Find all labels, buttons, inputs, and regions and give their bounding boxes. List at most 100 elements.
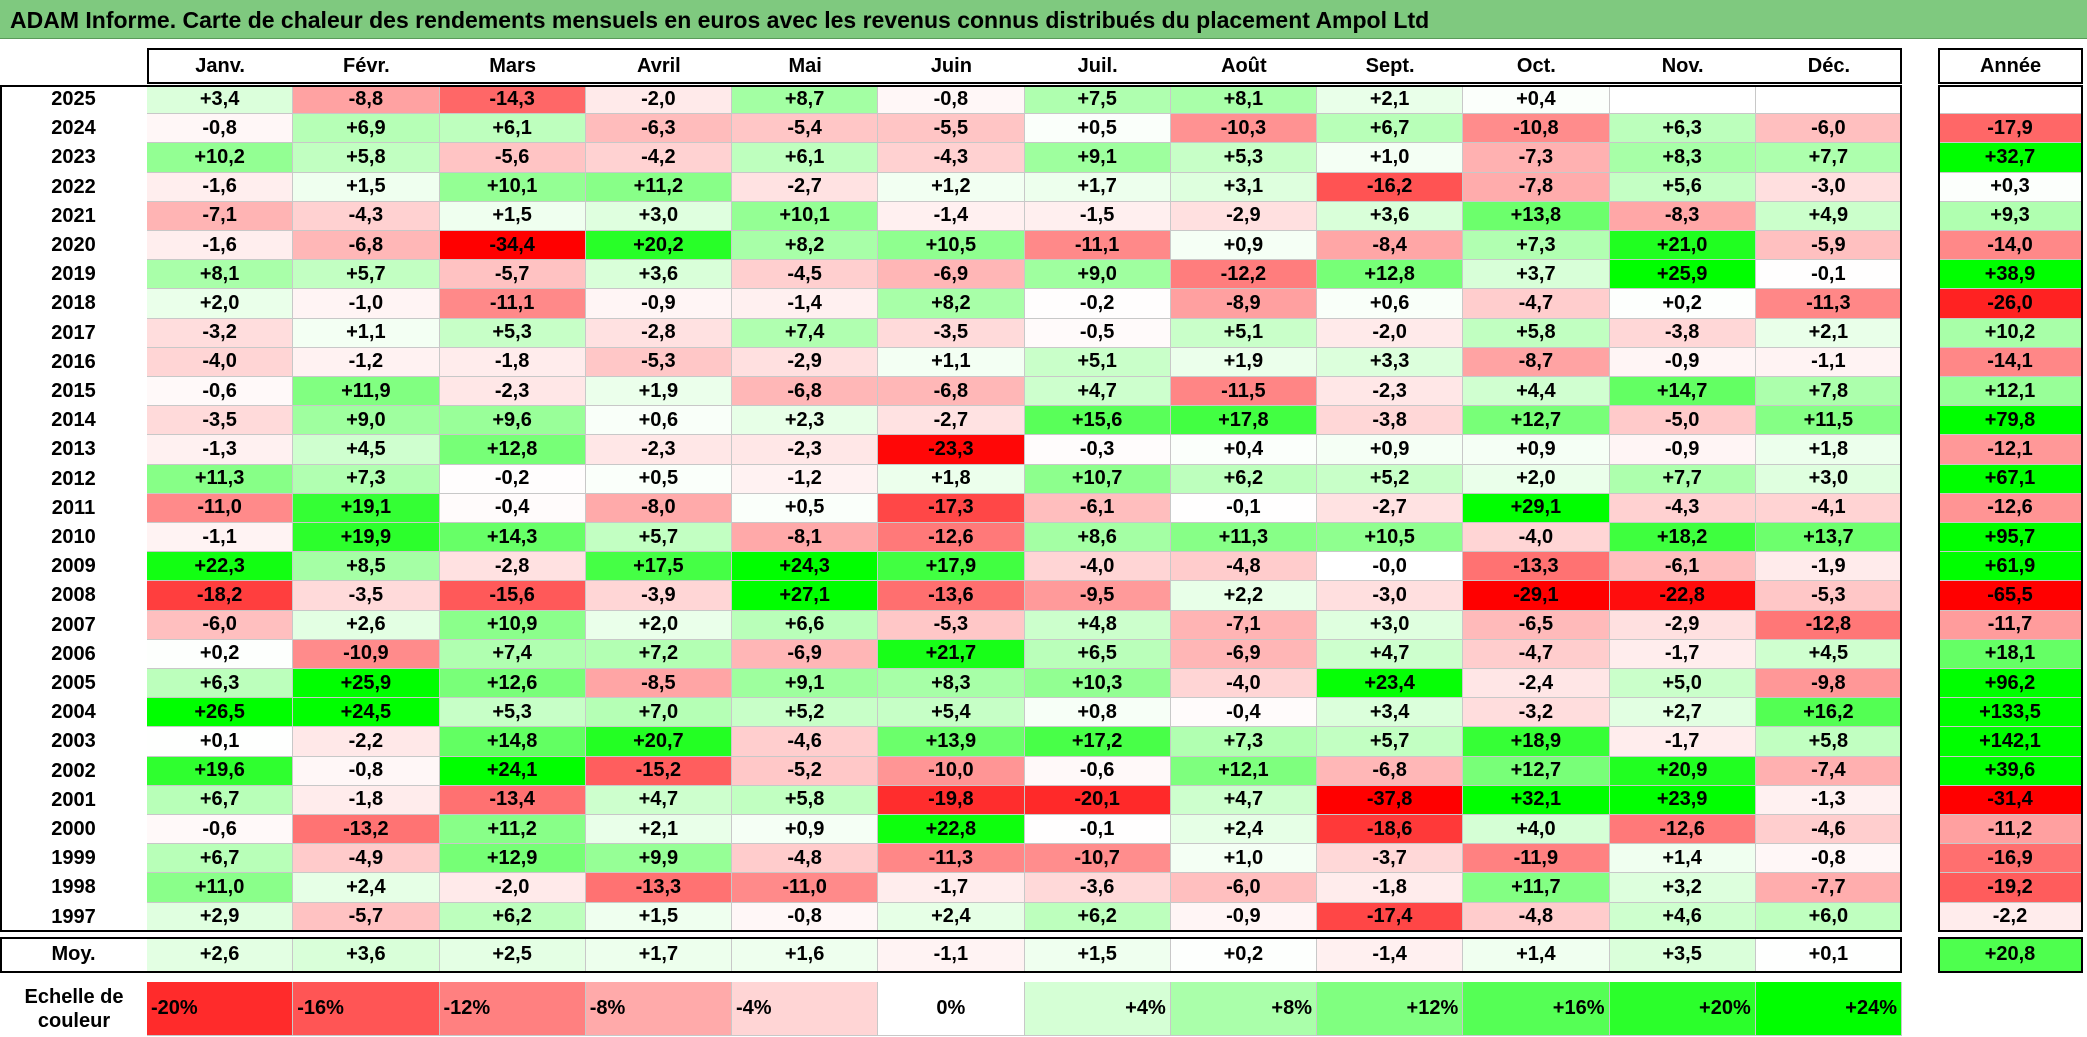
heatmap-cell: -1,7 <box>878 873 1025 903</box>
heatmap-cell: +27,1 <box>732 581 879 611</box>
heatmap-cell: -5,0 <box>1609 406 1756 436</box>
year-label: 2016 <box>51 350 96 373</box>
year-label: 2004 <box>51 701 96 724</box>
heatmap-cell: +5,8 <box>1755 727 1902 757</box>
heatmap-cell: +7,4 <box>732 318 879 348</box>
heatmap-cell: +9,0 <box>1024 260 1171 290</box>
year-label: 2018 <box>51 292 96 315</box>
heatmap-cell: +12,9 <box>439 844 586 874</box>
heatmap-cell: +1,0 <box>1317 143 1464 173</box>
heatmap-cell: +16,2 <box>1755 698 1902 728</box>
heatmap-cell: -6,9 <box>878 260 1025 290</box>
heatmap-cell: -0,6 <box>147 815 294 845</box>
title-bar: ADAM Informe. Carte de chaleur des rende… <box>0 0 2087 39</box>
heatmap-cell: +8,1 <box>1170 85 1317 115</box>
annual-cell: -2,2 <box>1938 902 2083 932</box>
heatmap-cell: -9,8 <box>1755 669 1902 699</box>
heatmap-cell: -11,1 <box>1024 231 1171 261</box>
year-label: 2013 <box>51 438 96 461</box>
annual-cell: -16,9 <box>1938 844 2083 874</box>
heatmap-cell: +8,6 <box>1024 523 1171 553</box>
heatmap-cell: -3,7 <box>1317 844 1464 874</box>
chart-title: ADAM Informe. Carte de chaleur des rende… <box>10 7 1430 33</box>
heatmap-cell: -2,7 <box>732 172 879 202</box>
heatmap-cell: +7,7 <box>1609 464 1756 494</box>
heatmap-cell: +11,9 <box>293 377 440 407</box>
annual-header: Année <box>1979 54 2042 77</box>
heatmap-cell: -1,4 <box>732 289 879 319</box>
heatmap-cell: -10,0 <box>878 756 1025 786</box>
heatmap-cell: -18,2 <box>147 581 294 611</box>
heatmap-cell: +7,0 <box>585 698 732 728</box>
month-header: Nov. <box>1661 54 1704 77</box>
heatmap-cell <box>1755 85 1902 115</box>
heatmap-cell: -0,4 <box>439 493 586 523</box>
annual-cell: -11,7 <box>1938 610 2083 640</box>
heatmap-cell: +0,5 <box>1024 114 1171 144</box>
heatmap-cell: +0,5 <box>585 464 732 494</box>
month-header: Janv. <box>195 54 245 77</box>
annual-cell: +9,3 <box>1938 201 2083 231</box>
heatmap-cell: +6,7 <box>147 785 294 815</box>
heatmap-cell: +1,1 <box>293 318 440 348</box>
heatmap-cell: -2,3 <box>1317 377 1464 407</box>
year-label: 2020 <box>51 234 96 257</box>
heatmap-cell: +19,1 <box>293 493 440 523</box>
average-cell: +3,6 <box>293 936 440 973</box>
heatmap-cell: -0,2 <box>439 464 586 494</box>
heatmap-cell: -3,2 <box>1463 698 1610 728</box>
annual-cell: +0,3 <box>1938 172 2083 202</box>
heatmap-cell: -3,5 <box>293 581 440 611</box>
year-label: 2006 <box>51 642 96 665</box>
heatmap-cell: +2,4 <box>878 902 1025 932</box>
heatmap-cell: +18,2 <box>1609 523 1756 553</box>
heatmap-cell: +20,2 <box>585 231 732 261</box>
heatmap-cell: -14,3 <box>439 85 586 115</box>
heatmap-cell: +29,1 <box>1463 493 1610 523</box>
heatmap-cell: +6,5 <box>1024 639 1171 669</box>
heatmap-cell: -13,3 <box>1463 552 1610 582</box>
heatmap-cell: -2,8 <box>439 552 586 582</box>
month-header: Sept. <box>1365 54 1415 77</box>
heatmap-cell: -4,8 <box>1170 552 1317 582</box>
heatmap-cell: +1,9 <box>1170 347 1317 377</box>
heatmap-cell: +23,9 <box>1609 785 1756 815</box>
heatmap-cell: +2,4 <box>1170 815 1317 845</box>
heatmap-cell: -6,1 <box>1024 493 1171 523</box>
heatmap-cell: +0,9 <box>1170 231 1317 261</box>
heatmap-cell: +0,1 <box>147 727 294 757</box>
heatmap-cell: +6,1 <box>732 143 879 173</box>
heatmap-cell: -0,0 <box>1317 552 1464 582</box>
heatmap-cell: +2,1 <box>1755 318 1902 348</box>
heatmap-cell: +0,5 <box>732 493 879 523</box>
heatmap-cell: -4,8 <box>1463 902 1610 932</box>
heatmap-cell: -8,8 <box>293 85 440 115</box>
heatmap-cell: -11,5 <box>1170 377 1317 407</box>
heatmap-cell: +10,1 <box>439 172 586 202</box>
color-scale-step: 0% <box>878 982 1025 1036</box>
year-label: 2000 <box>51 818 96 841</box>
average-cell: +2,5 <box>439 936 586 973</box>
average-cell: +1,6 <box>732 936 879 973</box>
heatmap-cell: +2,1 <box>1317 85 1464 115</box>
heatmap-cell: -8,3 <box>1609 201 1756 231</box>
heatmap-cell: +6,9 <box>293 114 440 144</box>
heatmap-cell: -4,3 <box>293 201 440 231</box>
year-label: 1999 <box>51 847 96 870</box>
heatmap-cell: -2,4 <box>1463 669 1610 699</box>
heatmap-cell: +6,3 <box>1609 114 1756 144</box>
heatmap-cell: -1,9 <box>1755 552 1902 582</box>
heatmap-cell: -1,1 <box>1755 347 1902 377</box>
heatmap-cell: +7,4 <box>439 639 586 669</box>
heatmap-cell: -5,5 <box>878 114 1025 144</box>
heatmap-cell: -1,2 <box>732 464 879 494</box>
year-label: 1998 <box>51 876 96 899</box>
annual-cell: +10,2 <box>1938 318 2083 348</box>
heatmap-cell: -3,0 <box>1317 581 1464 611</box>
heatmap-cell: +17,9 <box>878 552 1025 582</box>
heatmap-cell: +14,7 <box>1609 377 1756 407</box>
heatmap-cell: +17,2 <box>1024 727 1171 757</box>
heatmap-cell: -7,1 <box>147 201 294 231</box>
heatmap-cell: -6,9 <box>732 639 879 669</box>
heatmap-cell: +15,6 <box>1024 406 1171 436</box>
